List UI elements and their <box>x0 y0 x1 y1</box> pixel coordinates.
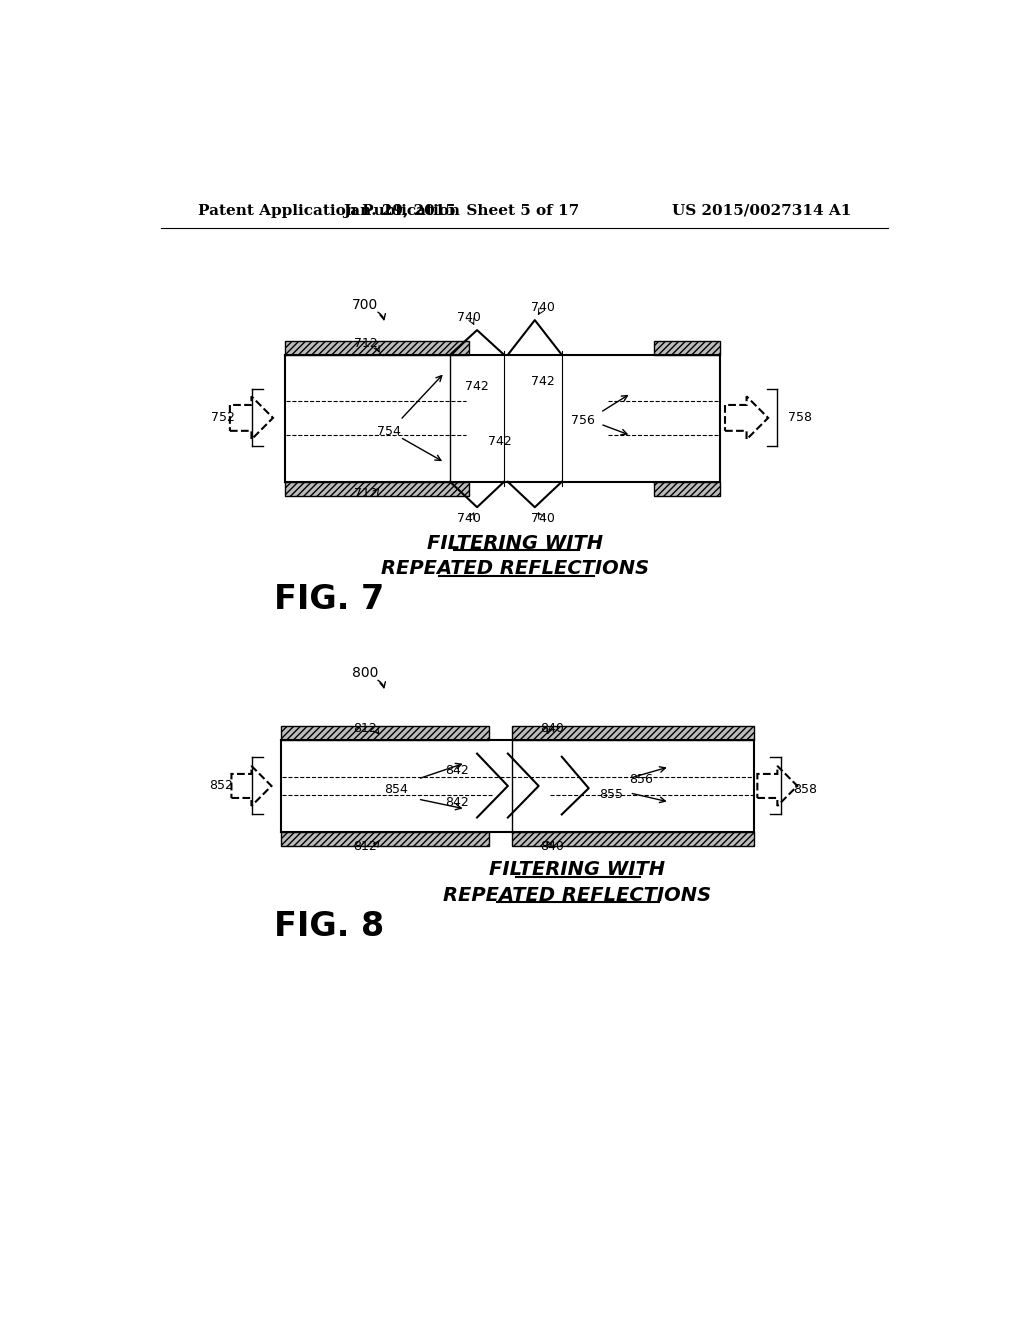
Text: 855: 855 <box>599 788 623 801</box>
Text: 740: 740 <box>530 512 554 525</box>
Text: 742: 742 <box>530 375 554 388</box>
Text: 740: 740 <box>458 312 481 325</box>
Text: Jan. 29, 2015  Sheet 5 of 17: Jan. 29, 2015 Sheet 5 of 17 <box>343 203 580 218</box>
Bar <box>281 726 488 739</box>
Text: 800: 800 <box>352 665 379 680</box>
Bar <box>285 482 469 496</box>
Text: 812: 812 <box>353 722 377 735</box>
Text: FIG. 7: FIG. 7 <box>274 583 384 616</box>
Text: FIG. 8: FIG. 8 <box>274 911 384 944</box>
Bar <box>654 341 720 355</box>
Text: Patent Application Publication: Patent Application Publication <box>199 203 461 218</box>
Text: 700: 700 <box>352 298 379 312</box>
Text: 842: 842 <box>445 764 469 777</box>
Text: 754: 754 <box>377 425 400 438</box>
Text: 840: 840 <box>541 840 564 853</box>
Text: 758: 758 <box>788 412 812 425</box>
Text: 858: 858 <box>793 783 817 796</box>
Text: REPEATED REFLECTIONS: REPEATED REFLECTIONS <box>443 886 712 904</box>
Text: 742: 742 <box>488 436 512 449</box>
Bar <box>654 482 720 496</box>
Bar <box>281 832 488 846</box>
Text: 712: 712 <box>353 487 377 500</box>
Text: 740: 740 <box>458 512 481 525</box>
Text: FILTERING WITH: FILTERING WITH <box>489 861 666 879</box>
Bar <box>285 341 469 355</box>
Text: 756: 756 <box>571 413 595 426</box>
Text: 840: 840 <box>541 722 564 735</box>
Text: 842: 842 <box>445 796 469 809</box>
Text: 712: 712 <box>353 337 377 350</box>
Text: US 2015/0027314 A1: US 2015/0027314 A1 <box>673 203 852 218</box>
Text: 854: 854 <box>384 783 409 796</box>
Text: 742: 742 <box>465 380 488 393</box>
Text: 812: 812 <box>353 840 377 853</box>
Text: 856: 856 <box>630 772 653 785</box>
Text: FILTERING WITH: FILTERING WITH <box>427 533 603 553</box>
Bar <box>512 832 755 846</box>
Text: 852: 852 <box>210 779 233 792</box>
Text: 752: 752 <box>211 412 234 425</box>
Bar <box>512 726 755 739</box>
Text: 740: 740 <box>530 301 554 314</box>
Text: REPEATED REFLECTIONS: REPEATED REFLECTIONS <box>382 560 649 578</box>
